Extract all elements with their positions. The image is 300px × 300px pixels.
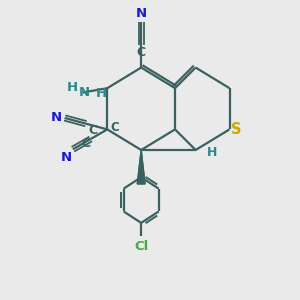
- Text: N: N: [60, 151, 71, 164]
- Text: C: C: [136, 46, 146, 59]
- Text: N: N: [79, 86, 90, 99]
- Polygon shape: [137, 150, 145, 184]
- Text: H: H: [96, 88, 107, 100]
- Text: H: H: [207, 146, 217, 159]
- Polygon shape: [137, 150, 145, 184]
- Text: S: S: [231, 122, 241, 137]
- Text: C: C: [88, 124, 98, 137]
- Text: N: N: [51, 112, 62, 124]
- Text: Cl: Cl: [134, 240, 148, 253]
- Text: C: C: [82, 137, 91, 151]
- Text: N: N: [136, 8, 147, 20]
- Text: H: H: [67, 81, 78, 94]
- Text: C: C: [111, 122, 120, 134]
